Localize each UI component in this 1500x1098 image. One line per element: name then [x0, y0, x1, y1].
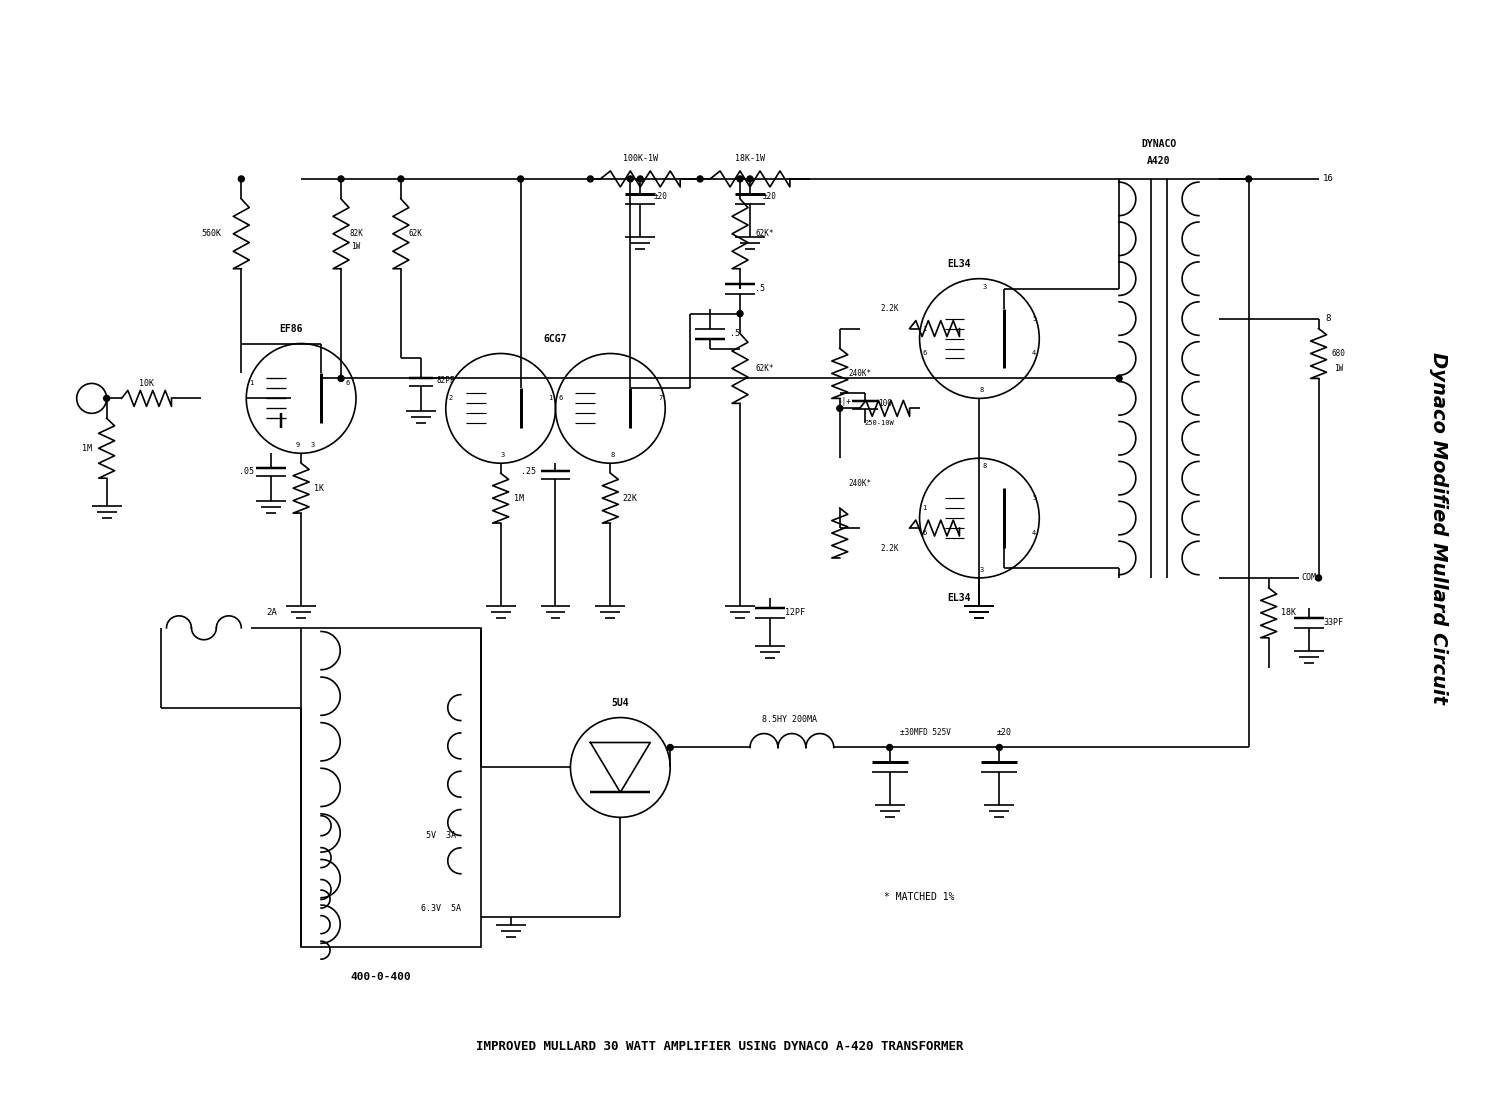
Bar	[302, 628, 480, 946]
Circle shape	[238, 176, 244, 182]
Text: 1W: 1W	[1334, 363, 1342, 373]
Circle shape	[837, 405, 843, 412]
Text: DYNACO: DYNACO	[1142, 139, 1176, 149]
Text: 18K-1W: 18K-1W	[735, 155, 765, 164]
Text: 4: 4	[1032, 530, 1036, 536]
Text: 8: 8	[1326, 314, 1330, 323]
Text: IMPROVED MULLARD 30 WATT AMPLIFIER USING DYNACO A-420 TRANSFORMER: IMPROVED MULLARD 30 WATT AMPLIFIER USING…	[477, 1040, 964, 1053]
Text: 7: 7	[658, 395, 663, 402]
Circle shape	[518, 176, 524, 182]
Text: 6: 6	[558, 395, 562, 402]
Text: A420: A420	[1148, 156, 1170, 166]
Circle shape	[886, 744, 892, 751]
Text: 2.2K: 2.2K	[880, 544, 898, 552]
Circle shape	[736, 176, 742, 182]
Text: .05: .05	[238, 467, 254, 475]
Text: 100K-1W: 100K-1W	[622, 155, 658, 164]
Text: 6: 6	[346, 380, 350, 386]
Text: 5: 5	[1032, 495, 1036, 501]
Text: 62K: 62K	[410, 229, 423, 238]
Text: 33PF: 33PF	[1323, 618, 1344, 627]
Text: 8.5HY 200MA: 8.5HY 200MA	[762, 715, 818, 724]
Text: 3: 3	[501, 452, 506, 458]
Circle shape	[668, 744, 674, 751]
Text: 2: 2	[448, 395, 453, 402]
Text: 62K*: 62K*	[756, 363, 774, 373]
Text: ±20: ±20	[998, 728, 1012, 737]
Text: 1M: 1M	[513, 494, 523, 503]
Text: 1M: 1M	[81, 444, 92, 452]
Circle shape	[398, 176, 404, 182]
Text: 560K: 560K	[201, 229, 222, 238]
Text: 8: 8	[980, 388, 984, 393]
Text: 6.3V  5A: 6.3V 5A	[422, 904, 460, 914]
Text: 400-0-400: 400-0-400	[351, 972, 411, 982]
Circle shape	[104, 395, 110, 402]
Text: ±20: ±20	[764, 192, 777, 201]
Circle shape	[736, 311, 742, 316]
Text: 2.2K: 2.2K	[880, 304, 898, 313]
Text: 9: 9	[296, 442, 300, 448]
Text: 240K*: 240K*	[847, 479, 871, 488]
Text: EL34: EL34	[948, 259, 970, 269]
Circle shape	[338, 376, 344, 381]
Text: .5: .5	[754, 284, 765, 293]
Text: 10K: 10K	[140, 379, 154, 388]
Text: .25: .25	[520, 467, 536, 475]
Text: 6: 6	[922, 350, 927, 357]
Text: 1: 1	[922, 326, 927, 332]
Circle shape	[638, 176, 644, 182]
Text: 1W: 1W	[351, 243, 360, 251]
Text: -|+: -|+	[839, 396, 852, 406]
Text: 6: 6	[922, 530, 927, 536]
Circle shape	[1116, 376, 1122, 381]
Text: 1K: 1K	[314, 483, 324, 493]
Text: 680: 680	[1332, 349, 1346, 358]
Text: 5U4: 5U4	[612, 697, 628, 707]
Circle shape	[1316, 575, 1322, 581]
Circle shape	[338, 176, 344, 182]
Text: 82PF: 82PF	[436, 376, 454, 385]
Text: 62K*: 62K*	[756, 229, 774, 238]
Text: 3: 3	[982, 283, 987, 290]
Text: 3: 3	[310, 442, 315, 448]
Text: * MATCHED 1%: * MATCHED 1%	[885, 892, 956, 903]
Text: 5: 5	[1032, 315, 1036, 322]
Text: 16: 16	[1323, 175, 1334, 183]
Text: 2A: 2A	[266, 608, 276, 617]
Text: 240K*: 240K*	[847, 369, 871, 378]
Text: ±30MFD 525V: ±30MFD 525V	[900, 728, 951, 737]
Text: 1: 1	[249, 380, 254, 386]
Text: 1: 1	[922, 505, 927, 511]
Text: .5: .5	[730, 329, 740, 338]
Circle shape	[588, 176, 594, 182]
Circle shape	[1245, 176, 1251, 182]
Text: 82K: 82K	[350, 229, 363, 238]
Text: EL34: EL34	[948, 593, 970, 603]
Text: 100: 100	[878, 399, 891, 407]
Text: Dynaco Modified Mullard Circuit: Dynaco Modified Mullard Circuit	[1430, 352, 1448, 704]
Circle shape	[627, 176, 633, 182]
Text: COM: COM	[1300, 573, 1316, 582]
Text: 5V  3A: 5V 3A	[426, 831, 456, 840]
Text: 18K: 18K	[1281, 608, 1296, 617]
Text: 250-10W: 250-10W	[865, 421, 894, 426]
Text: 4: 4	[1032, 350, 1036, 357]
Circle shape	[996, 744, 1002, 751]
Circle shape	[698, 176, 703, 182]
Text: 6CG7: 6CG7	[543, 334, 567, 344]
Text: 22K: 22K	[622, 494, 638, 503]
Text: 8: 8	[610, 452, 615, 458]
Text: EF86: EF86	[279, 324, 303, 334]
Text: 12PF: 12PF	[784, 608, 806, 617]
Text: 3: 3	[980, 567, 984, 573]
Text: 8: 8	[982, 463, 987, 469]
Text: ±20: ±20	[654, 192, 668, 201]
Text: 1: 1	[549, 395, 552, 402]
Circle shape	[747, 176, 753, 182]
